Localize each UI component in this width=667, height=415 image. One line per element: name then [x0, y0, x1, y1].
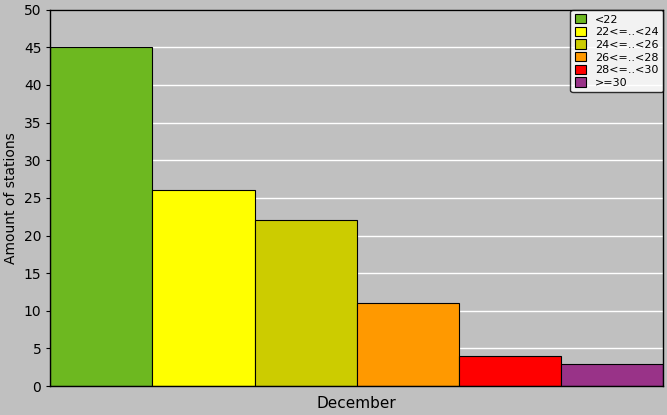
Legend: <22, 22<=..<24, 24<=..<26, 26<=..<28, 28<=..<30, >=30: <22, 22<=..<24, 24<=..<26, 26<=..<28, 28… — [570, 10, 663, 92]
Bar — [153, 190, 255, 386]
Bar — [561, 364, 663, 386]
Bar — [459, 356, 561, 386]
Bar — [51, 47, 153, 386]
Y-axis label: Amount of stations: Amount of stations — [4, 132, 18, 264]
Bar — [357, 303, 459, 386]
Bar — [255, 220, 357, 386]
